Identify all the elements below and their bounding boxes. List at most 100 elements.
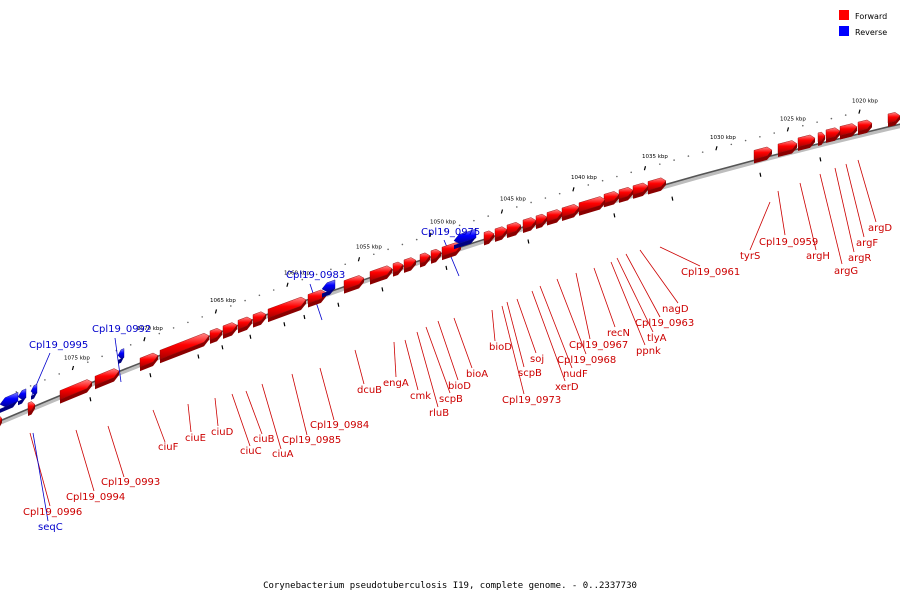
gene-arrow-forward[interactable] [578, 196, 606, 216]
gene-arrow-forward[interactable] [369, 265, 393, 285]
gene-label-cpl19-0984[interactable]: Cpl19_0984 [310, 420, 369, 431]
scale-minor-tick [101, 355, 103, 358]
gene-label-cpl19-0992[interactable]: Cpl19_0992 [92, 324, 151, 335]
gene-arrow-forward[interactable] [392, 261, 404, 277]
gene-arrow-body [857, 119, 873, 132]
gene-leader-line [501, 305, 525, 395]
gene-arrow-forward[interactable] [753, 146, 773, 164]
gene-arrow-forward[interactable] [222, 322, 238, 339]
gene-arrow-forward[interactable] [343, 275, 365, 294]
gene-arrow-forward[interactable] [94, 368, 120, 390]
gene-arrow-reverse[interactable] [30, 383, 38, 400]
gene-label-seqc[interactable]: seqC [38, 522, 63, 533]
gene-label-ciud[interactable]: ciuD [211, 427, 234, 438]
gene-label-biod[interactable]: bioD [489, 342, 512, 353]
gene-label-recn[interactable]: recN [607, 328, 630, 339]
gene-leader-line [556, 278, 587, 355]
gene-label-enga[interactable]: engA [383, 378, 409, 389]
gene-label-cpl19-0968[interactable]: Cpl19_0968 [557, 355, 616, 366]
gene-arrow-forward[interactable] [522, 217, 537, 234]
gene-label-argr[interactable]: argR [848, 253, 871, 264]
gene-arrow-forward[interactable] [797, 134, 816, 151]
gene-arrow-forward[interactable] [777, 140, 798, 158]
gene-label-scpb[interactable]: scpB [518, 368, 542, 379]
gene-label-cpl19-0993[interactable]: Cpl19_0993 [101, 477, 160, 488]
gene-arrow-reverse[interactable] [321, 279, 336, 298]
gene-arrow-forward[interactable] [632, 182, 649, 199]
gene-arrow-forward[interactable] [857, 119, 873, 136]
gene-arrow-forward[interactable] [159, 332, 210, 364]
gene-arrow-forward[interactable] [887, 112, 900, 127]
gene-label-cpl19-0973[interactable]: Cpl19_0973 [502, 395, 561, 406]
gene-arrow-forward[interactable] [209, 327, 223, 344]
gene-label-cpl19-0994[interactable]: Cpl19_0994 [66, 492, 125, 503]
gene-arrow-body [139, 352, 159, 368]
gene-arrow-forward[interactable] [506, 222, 522, 239]
gene-arrow-forward[interactable] [603, 191, 620, 208]
gene-label-ciub[interactable]: ciuB [253, 434, 275, 445]
gene-arrow-reverse[interactable] [17, 388, 27, 406]
gene-label-ciuc[interactable]: ciuC [240, 446, 262, 457]
gene-label-ppnk[interactable]: ppnk [636, 346, 661, 357]
gene-label-nudf[interactable]: nudF [563, 369, 588, 380]
gene-label-argg[interactable]: argG [834, 266, 858, 277]
gene-label-cpl19-0995[interactable]: Cpl19_0995 [29, 340, 88, 351]
gene-arrow-forward[interactable] [403, 257, 417, 273]
gene-leader-line [214, 397, 219, 427]
gene-arrow-shadow [484, 233, 494, 246]
gene-arrow-forward[interactable] [59, 379, 93, 404]
gene-label-tyrs[interactable]: tyrS [740, 251, 760, 262]
gene-arrow-forward[interactable] [561, 204, 580, 221]
gene-label-xerd[interactable]: xerD [555, 382, 579, 393]
gene-label-rlub[interactable]: rluB [429, 408, 449, 419]
gene-label-ciuf[interactable]: ciuF [158, 442, 179, 453]
gene-arrow-forward[interactable] [27, 401, 36, 416]
gene-arrow-forward[interactable] [817, 131, 826, 146]
gene-arrow-reverse[interactable] [0, 391, 19, 413]
gene-label-tlya[interactable]: tlyA [647, 333, 667, 344]
gene-label-biod[interactable]: bioD [448, 381, 471, 392]
gene-arrow-forward[interactable] [430, 248, 442, 264]
gene-label-cpl19-0985[interactable]: Cpl19_0985 [282, 435, 341, 446]
gene-arrow-forward[interactable] [618, 187, 634, 203]
gene-arrow-forward[interactable] [546, 209, 563, 226]
gene-leader-line [354, 349, 365, 385]
gene-arrow-forward[interactable] [139, 352, 159, 372]
gene-label-bioa[interactable]: bioA [466, 369, 488, 380]
gene-arrow-forward[interactable] [419, 252, 431, 268]
gene-label-cpl19-0996[interactable]: Cpl19_0996 [23, 507, 82, 518]
gene-arrow-forward[interactable] [483, 230, 495, 246]
gene-arrow-forward[interactable] [0, 415, 3, 429]
gene-label-argh[interactable]: argH [806, 251, 830, 262]
gene-label-ciua[interactable]: ciuA [272, 449, 294, 460]
gene-arrow-reverse[interactable] [453, 228, 477, 250]
gene-label-argf[interactable]: argF [856, 238, 878, 249]
scale-minor-tick [201, 316, 203, 318]
gene-label-cpl19-0975[interactable]: Cpl19_0975 [421, 227, 480, 238]
gene-label-cpl19-0983[interactable]: Cpl19_0983 [286, 270, 345, 281]
gene-label-scpb[interactable]: scpB [439, 394, 463, 405]
gene-label-cpl19-0967[interactable]: Cpl19_0967 [569, 340, 628, 351]
gene-label-cpl19-0963[interactable]: Cpl19_0963 [635, 318, 694, 329]
gene-label-nagd[interactable]: nagD [662, 304, 689, 315]
gene-arrow-forward[interactable] [825, 127, 841, 143]
gene-arrow-shadow [604, 194, 619, 208]
gene-label-cpl19-0959[interactable]: Cpl19_0959 [759, 237, 818, 248]
scale-minor-tick [44, 379, 46, 381]
gene-label-cpl19-0961[interactable]: Cpl19_0961 [681, 267, 740, 278]
gene-arrow-forward[interactable] [647, 177, 667, 195]
gene-arrow-shadow [547, 212, 562, 226]
gene-arrow-shadow [840, 126, 857, 140]
gene-label-ciue[interactable]: ciuE [185, 433, 206, 444]
gene-arrow-forward[interactable] [535, 213, 548, 229]
gene-arrow-shadow [648, 180, 666, 195]
gene-label-dcub[interactable]: dcuB [357, 385, 382, 396]
gene-arrow-forward[interactable] [494, 226, 508, 242]
gene-arrow-forward[interactable] [267, 296, 307, 323]
gene-arrow-forward[interactable] [252, 311, 267, 328]
gene-arrow-reverse[interactable] [117, 348, 125, 364]
gene-label-cmk[interactable]: cmk [410, 391, 431, 402]
gene-arrow-forward[interactable] [237, 316, 253, 334]
gene-label-argd[interactable]: argD [868, 223, 892, 234]
gene-label-soj[interactable]: soj [530, 354, 544, 365]
